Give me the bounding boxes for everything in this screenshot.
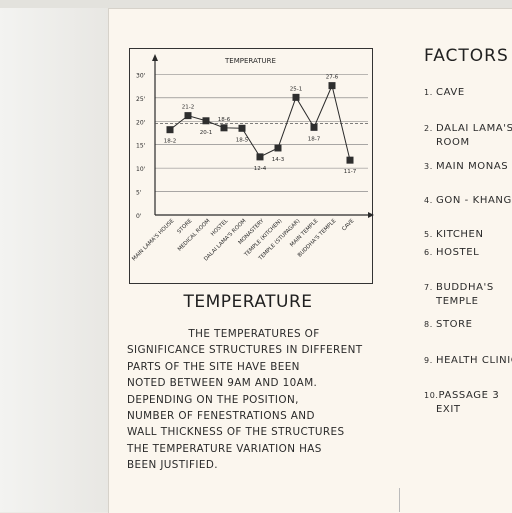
y-tick-label: 25': [136, 96, 146, 103]
factor-label: PASSAGE 3: [438, 390, 500, 401]
data-value-label: 18-6: [218, 117, 231, 123]
factor-item: 3. MAIN MONAS: [424, 160, 508, 174]
paragraph-line: BEEN JUSTIFIED.: [127, 459, 218, 472]
temperature-series-line: [169, 84, 351, 161]
data-point-marker: [166, 126, 174, 134]
paragraph-line: SIGNIFICANCE STRUCTURES IN DIFFERENT: [127, 344, 363, 357]
paragraph-line: THE TEMPERATURE VARIATION HAS: [127, 442, 322, 455]
factor-label: MAIN MONAS: [436, 161, 509, 172]
data-value-label: 27-6: [326, 75, 339, 81]
paragraph-line: DEPENDING ON THE POSITION,: [127, 393, 299, 406]
data-point-marker: [202, 117, 210, 125]
factor-number: 5.: [424, 230, 433, 239]
factor-label-continued: EXIT: [436, 404, 461, 415]
paragraph-line: THE TEMPERATURES OF: [188, 328, 320, 340]
data-point-marker: [256, 153, 264, 161]
data-point-marker: [220, 124, 228, 132]
factor-label: HEALTH CLINIC: [436, 355, 512, 366]
data-point-marker: [346, 156, 354, 164]
factor-number: 2.: [424, 124, 433, 133]
temperature-chart-frame: TEMPERATURE 0' 5' 10' 15' 20' 25' 30' 18-2 21-2 20…: [129, 48, 374, 284]
factor-label: HOSTEL: [436, 247, 480, 258]
factor-number: 4.: [424, 196, 433, 205]
y-tick-label: 15': [136, 143, 146, 150]
factor-item: 2. DALAI LAMA'S ROOM: [424, 122, 512, 150]
paragraph-line: PARTS OF THE SITE HAVE BEEN: [127, 360, 300, 373]
data-value-label: 21-2: [182, 105, 194, 111]
pencil-stroke: [399, 488, 400, 512]
factor-item: 5. KITCHEN: [424, 228, 484, 242]
y-tick-label: 30': [136, 72, 146, 79]
factor-number: 3.: [424, 162, 433, 171]
factor-number: 8.: [424, 320, 433, 329]
description-paragraph: THE TEMPERATURES OF SIGNIFICANCE STRUCTUR…: [127, 326, 381, 474]
factor-label: KITCHEN: [436, 229, 484, 240]
data-value-label: 18-7: [308, 136, 321, 142]
factor-number: 10.: [424, 391, 439, 400]
data-value-label: 25-1: [290, 86, 302, 92]
factor-number: 9.: [424, 356, 433, 365]
y-tick-label: 0': [136, 213, 142, 220]
background-margin: [0, 0, 108, 512]
data-value-label: 14-3: [272, 157, 285, 163]
data-point-marker: [292, 93, 300, 101]
chart-title: TEMPERATURE: [224, 57, 276, 65]
x-axis-arrow: [368, 212, 374, 218]
data-value-label: 11-7: [344, 169, 357, 175]
y-tick-label: 20': [136, 119, 146, 126]
factor-item: 6. HOSTEL: [424, 246, 479, 260]
background-top-edge: [0, 0, 512, 8]
factors-heading: FACTORS: [424, 46, 509, 66]
y-axis-arrow: [152, 54, 158, 61]
data-value-label: 12-4: [254, 166, 267, 172]
x-category-label: MEDICAL ROOM: [177, 218, 212, 253]
data-point-marker: [310, 123, 318, 131]
x-category-label: CAVE: [341, 218, 356, 233]
data-point-marker: [328, 82, 336, 90]
factor-number: 7.: [424, 283, 433, 292]
factor-item: 10. PASSAGE 3 EXIT: [424, 389, 499, 417]
factor-label: GON - KHANG: [436, 195, 512, 206]
factor-item: 1. CAVE: [424, 86, 465, 100]
paragraph-line: WALL THICKNESS OF THE STRUCTURES: [127, 426, 345, 439]
data-value-label: 18-2: [164, 139, 176, 145]
factor-label: CAVE: [436, 87, 465, 98]
paragraph-line: NOTED BETWEEN 9AM AND 10AM.: [127, 377, 318, 390]
factor-label: STORE: [436, 319, 473, 330]
factor-label-continued: TEMPLE: [436, 296, 479, 307]
factor-number: 6.: [424, 248, 433, 257]
data-point-marker: [274, 144, 282, 152]
factor-item: 9. HEALTH CLINIC: [424, 354, 512, 368]
paragraph-line: NUMBER OF FENESTRATIONS AND: [127, 410, 315, 423]
x-category-label: STORE: [176, 218, 193, 235]
y-tick-label: 10': [136, 166, 146, 173]
factor-number: 1.: [424, 88, 433, 97]
data-value-label: 20-1: [200, 130, 212, 136]
factor-item: 8. STORE: [424, 318, 473, 332]
x-category-label: MAIN LAMA'S HOUSE: [131, 218, 176, 263]
paper-sheet: [108, 8, 512, 513]
factor-label: DALAI LAMA'S: [436, 123, 512, 134]
data-point-marker: [238, 124, 246, 132]
temperature-line-chart: TEMPERATURE 0' 5' 10' 15' 20' 25' 30' 18-2 21-2 20…: [131, 54, 374, 263]
section-heading: TEMPERATURE: [183, 292, 313, 312]
data-point-marker: [184, 112, 192, 120]
y-tick-label: 5': [136, 190, 142, 197]
factor-item: 4. GON - KHANG: [424, 194, 512, 208]
data-value-label: 18-5: [236, 137, 249, 143]
factor-label-continued: ROOM: [436, 137, 470, 148]
factor-label: BUDDHA'S: [436, 282, 494, 293]
factor-item: 7. BUDDHA'S TEMPLE: [424, 281, 494, 309]
